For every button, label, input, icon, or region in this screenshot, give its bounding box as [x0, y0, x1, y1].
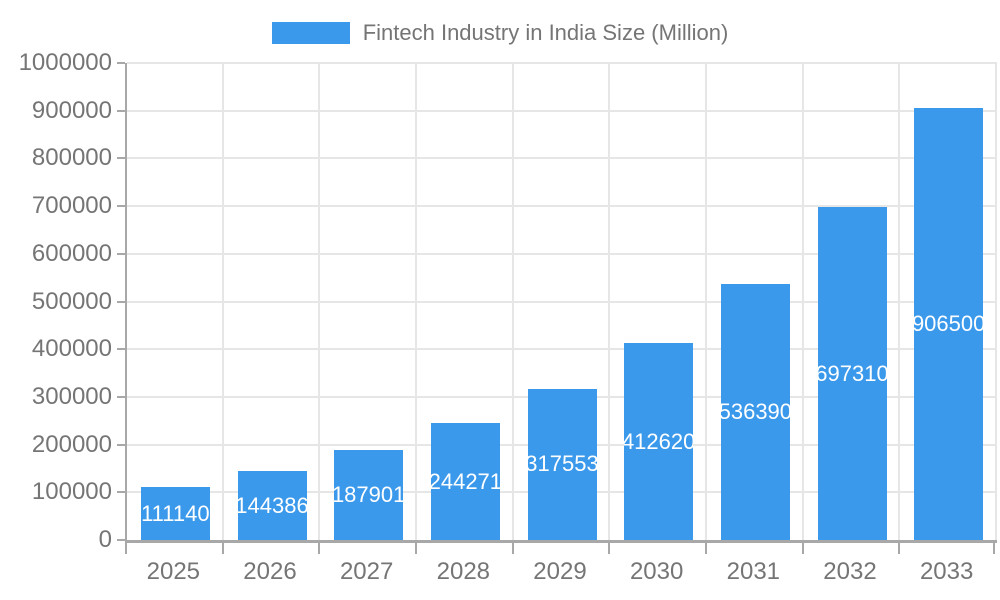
bar-value-label: 697310 [817, 360, 887, 386]
bar-value-label: 536390 [720, 399, 790, 425]
y-axis-tick [117, 348, 125, 351]
x-axis-tick [705, 540, 707, 554]
y-axis-label: 900000 [31, 96, 112, 124]
bar-2030[interactable]: 412620 [624, 343, 694, 540]
x-axis-label: 2026 [243, 558, 297, 585]
y-axis-tick [117, 395, 125, 398]
bar-2027[interactable]: 187901 [334, 450, 404, 540]
bar-2032[interactable]: 697310 [817, 207, 887, 540]
x-axis-label: 2030 [629, 558, 684, 585]
legend[interactable]: Fintech Industry in India Size (Million) [0, 20, 1000, 46]
bar-2031[interactable]: 536390 [720, 284, 790, 540]
gridline-vertical [318, 63, 321, 540]
gridline-horizontal [127, 62, 997, 64]
gridline-vertical [801, 63, 804, 540]
y-axis-label: 0 [98, 526, 112, 553]
bar-2025[interactable]: 111140 [140, 487, 210, 540]
x-axis-tick [415, 540, 417, 554]
x-axis-label: 2031 [726, 558, 781, 585]
x-axis-tick [898, 540, 901, 554]
gridline-vertical [898, 63, 901, 540]
x-axis-label: 2027 [339, 558, 394, 585]
x-axis-tick [993, 540, 995, 554]
gridline-vertical [705, 63, 707, 540]
gridline-horizontal [127, 205, 997, 208]
gridline-horizontal [127, 157, 997, 160]
x-axis-tick [801, 540, 804, 554]
x-axis-label: 2028 [436, 558, 491, 585]
x-axis-label: 2025 [146, 558, 201, 585]
x-axis-tick [511, 540, 514, 554]
gridline-horizontal [127, 252, 997, 255]
bar-value-label: 187901 [334, 482, 404, 508]
gridline-vertical [511, 63, 514, 540]
y-axis-label: 500000 [31, 287, 112, 315]
plot-area: 111140 144386 187901 244271 317553 412620 5363… [125, 62, 997, 543]
bar-value-label: 412620 [624, 428, 694, 454]
x-axis-tick [125, 540, 127, 554]
gridline-horizontal [127, 300, 997, 303]
bar-2028[interactable]: 244271 [430, 423, 500, 540]
y-axis-label: 700000 [31, 192, 112, 220]
x-axis-label: 2029 [533, 558, 587, 585]
y-axis-tick [117, 491, 125, 494]
x-axis-label: 2032 [823, 558, 877, 585]
bar-2026[interactable]: 144386 [237, 471, 307, 540]
y-axis-tick [117, 300, 125, 303]
gridline-vertical [221, 63, 224, 540]
y-axis-label: 1000000 [18, 49, 112, 76]
y-axis-label: 100000 [31, 478, 112, 506]
bar-value-label: 906500 [914, 310, 984, 336]
gridline-vertical [995, 63, 997, 540]
bar-value-label: 317553 [527, 451, 597, 477]
y-axis-label: 400000 [31, 335, 112, 363]
y-axis-tick [117, 62, 125, 64]
y-axis-tick [117, 157, 125, 160]
bar-2033[interactable]: 906500 [914, 107, 984, 540]
x-axis-tick [608, 540, 611, 554]
gridline-vertical [608, 63, 611, 540]
x-axis-tick [221, 540, 224, 554]
y-axis-tick [117, 539, 125, 541]
bar-value-label: 111140 [141, 500, 210, 526]
bar-2029[interactable]: 317553 [527, 388, 597, 540]
y-axis-label: 600000 [31, 239, 112, 267]
y-axis-tick [117, 205, 125, 208]
y-axis-tick [117, 443, 125, 446]
bar-value-label: 144386 [237, 492, 307, 518]
y-axis-tick [117, 109, 125, 112]
gridline-horizontal [127, 348, 997, 351]
y-axis-label: 300000 [31, 382, 112, 410]
legend-label: Fintech Industry in India Size (Million) [362, 20, 729, 45]
y-axis-label: 800000 [31, 144, 112, 172]
x-axis-tick [318, 540, 321, 554]
bar-value-label: 244271 [430, 468, 500, 494]
y-axis-label: 200000 [31, 430, 112, 458]
legend-swatch-icon [271, 22, 350, 44]
gridline-horizontal [127, 109, 997, 112]
x-axis-label: 2033 [919, 558, 974, 585]
gridline-vertical [415, 63, 417, 540]
y-axis-tick [117, 252, 125, 255]
